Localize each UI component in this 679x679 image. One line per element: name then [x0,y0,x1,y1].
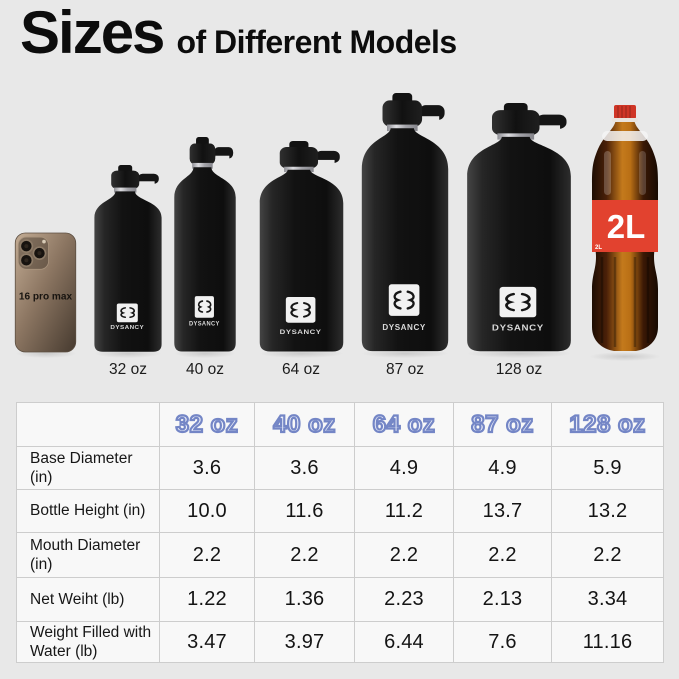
value-cell: 1.36 [254,577,355,622]
row-label: Mouth Diameter (in) [16,532,160,578]
table-row: Base Diameter (in) 3.6 3.6 4.9 4.9 5.9 [16,446,664,490]
value-cell: 4.9 [453,446,552,490]
value-cell: 13.7 [453,489,552,533]
shadow [362,349,448,358]
bottle-32oz-image [93,165,163,353]
row-label: Bottle Height (in) [16,489,160,533]
value-cell: 3.34 [551,577,664,622]
bottle-64oz-image [258,141,345,353]
bottle-caption-32oz: 32 oz [109,361,147,378]
cola-bottle-image: 2L 2L [592,105,658,351]
spec-table: 32 oz 40 oz 64 oz 87 oz 128 oz Base Diam… [16,402,664,663]
value-cell: 10.0 [159,489,255,533]
bottle-caption-87oz: 87 oz [386,361,424,378]
cola-ribs [600,257,650,347]
value-cell: 11.16 [551,621,664,663]
row-label: Net Weiht (lb) [16,577,160,622]
cola-label: 2L 2L [592,200,658,252]
table-row: Bottle Height (in) 10.0 11.6 11.2 13.7 1… [16,489,664,533]
value-cell: 3.97 [254,621,355,663]
header-cell: 128 oz [551,402,664,447]
cola-volume-text: 2L [607,208,646,245]
value-cell: 7.6 [453,621,552,663]
value-cell: 3.47 [159,621,255,663]
row-label: Base Diameter (in) [16,446,160,490]
header-cell: 32 oz [159,402,255,447]
bottle-caption-40oz: 40 oz [186,361,224,378]
table-header-row: 32 oz 40 oz 64 oz 87 oz 128 oz [16,402,664,447]
value-cell: 2.2 [159,532,255,578]
shadow [16,349,76,358]
shadow [95,349,161,358]
cola-volume-text-small: 2L [595,245,602,251]
value-cell: 3.6 [254,446,355,490]
bottle-87oz-image [360,93,450,353]
value-cell: 11.6 [254,489,355,533]
value-cell: 2.2 [453,532,552,578]
value-cell: 4.9 [354,446,454,490]
header-cell: 64 oz [354,402,454,447]
value-cell: 2.2 [254,532,355,578]
table-row: Net Weiht (lb) 1.22 1.36 2.23 2.13 3.34 [16,577,664,622]
value-cell: 3.6 [159,446,255,490]
value-cell: 2.2 [354,532,454,578]
cola-neck-ring [602,131,648,141]
page-title: Sizes of Different Models [20,3,457,63]
value-cell: 1.22 [159,577,255,622]
header-cell: 87 oz [453,402,552,447]
phone-image: 16 pro max [14,232,77,353]
bottle-caption-128oz: 128 oz [495,361,543,378]
value-cell: 2.2 [551,532,664,578]
table-row: Weight Filled with Water (lb) 3.47 3.97 … [16,621,664,663]
phone-label: 16 pro max [19,292,73,303]
bottle-40oz-image [173,137,237,353]
table-row: Mouth Diameter (in) 2.2 2.2 2.2 2.2 2.2 [16,532,664,578]
bottle-128oz-image [465,103,573,353]
value-cell: 5.9 [551,446,664,490]
corner-cell [16,402,160,447]
row-label: Weight Filled with Water (lb) [16,621,160,663]
phone-camera-module [17,236,49,270]
cola-cap [612,105,638,122]
shadow [175,349,235,358]
value-cell: 6.44 [354,621,454,663]
shadow [590,352,660,361]
shadow [260,349,343,358]
title-sub: of Different Models [176,24,457,60]
value-cell: 2.13 [453,577,552,622]
value-cell: 13.2 [551,489,664,533]
header-cell: 40 oz [254,402,355,447]
shadow [467,349,571,358]
value-cell: 2.23 [354,577,454,622]
title-main: Sizes [20,0,165,66]
value-cell: 11.2 [354,489,454,533]
bottle-caption-64oz: 64 oz [282,361,320,378]
